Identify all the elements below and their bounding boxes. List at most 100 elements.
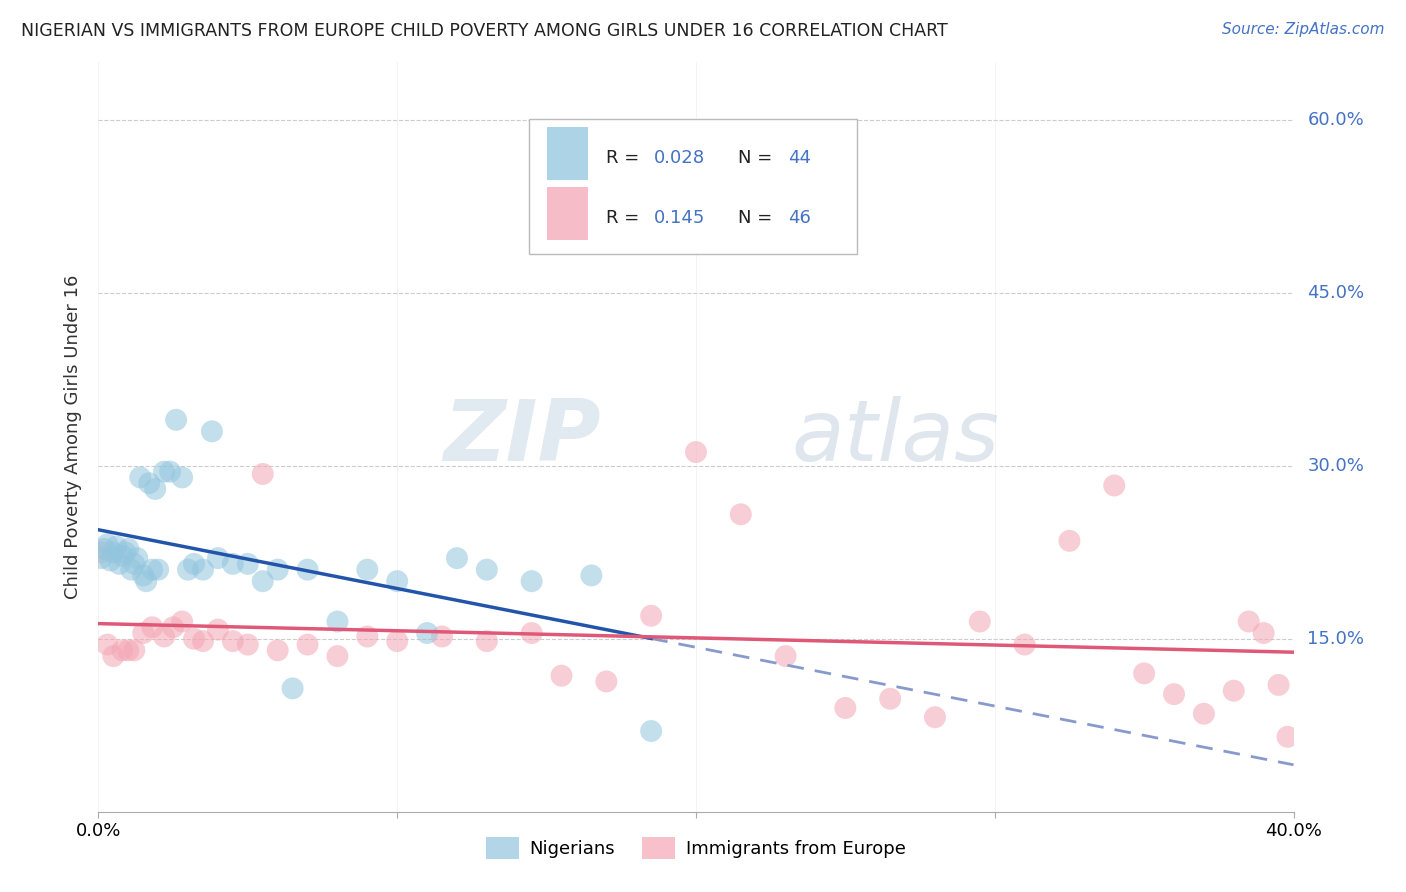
Bar	[547, 187, 589, 240]
Point	[141, 563, 163, 577]
Point	[385, 574, 409, 589]
Y-axis label: Child Poverty Among Girls Under 16: Child Poverty Among Girls Under 16	[65, 275, 83, 599]
Point	[153, 465, 176, 479]
Point	[141, 620, 163, 634]
Point	[475, 563, 498, 577]
Point	[640, 724, 662, 739]
Text: Source: ZipAtlas.com: Source: ZipAtlas.com	[1222, 22, 1385, 37]
Point	[120, 563, 142, 577]
Text: N =: N =	[738, 149, 778, 167]
Point	[1267, 678, 1289, 692]
Point	[520, 574, 543, 589]
Point	[775, 649, 797, 664]
Point	[326, 615, 349, 629]
Point	[550, 669, 572, 683]
Point	[879, 691, 901, 706]
Point	[191, 563, 214, 577]
Text: atlas: atlas	[792, 395, 1000, 479]
FancyBboxPatch shape	[529, 119, 858, 253]
Point	[1133, 666, 1156, 681]
Text: 44: 44	[787, 149, 811, 167]
Point	[159, 465, 181, 479]
Point	[236, 557, 259, 571]
Point	[117, 643, 139, 657]
Point	[111, 643, 134, 657]
Point	[475, 634, 498, 648]
Text: NIGERIAN VS IMMIGRANTS FROM EUROPE CHILD POVERTY AMONG GIRLS UNDER 16 CORRELATIO: NIGERIAN VS IMMIGRANTS FROM EUROPE CHILD…	[21, 22, 948, 40]
Text: 0.028: 0.028	[654, 149, 706, 167]
Point	[252, 574, 274, 589]
Point	[143, 482, 166, 496]
Text: N =: N =	[738, 209, 778, 227]
Point	[356, 630, 378, 644]
Point	[595, 674, 617, 689]
Point	[172, 615, 194, 629]
Point	[138, 476, 160, 491]
Point	[124, 557, 146, 571]
Point	[129, 470, 152, 484]
Point	[222, 634, 245, 648]
Point	[96, 537, 118, 551]
Point	[207, 623, 229, 637]
Point	[1014, 638, 1036, 652]
Point	[177, 563, 200, 577]
Text: 15.0%: 15.0%	[1308, 630, 1364, 648]
Point	[201, 425, 224, 439]
Point	[90, 551, 112, 566]
Point	[207, 551, 229, 566]
Point	[1277, 730, 1299, 744]
Point	[117, 541, 139, 556]
Point	[191, 634, 214, 648]
Point	[103, 545, 125, 559]
Point	[114, 545, 136, 559]
Point	[1104, 478, 1126, 492]
Point	[127, 551, 149, 566]
Text: ZIP: ZIP	[443, 395, 600, 479]
Text: 30.0%: 30.0%	[1308, 457, 1364, 475]
Point	[172, 470, 194, 484]
Text: 45.0%: 45.0%	[1308, 284, 1365, 302]
Point	[124, 643, 146, 657]
Text: 46: 46	[787, 209, 811, 227]
Point	[685, 445, 707, 459]
Point	[446, 551, 468, 566]
Point	[385, 634, 409, 648]
Point	[252, 467, 274, 481]
Point	[1253, 626, 1275, 640]
Point	[326, 649, 349, 664]
Point	[96, 638, 118, 652]
Point	[640, 608, 662, 623]
Point	[93, 541, 115, 556]
Point	[924, 710, 946, 724]
Legend: Nigerians, Immigrants from Europe: Nigerians, Immigrants from Europe	[486, 837, 905, 859]
Point	[98, 553, 122, 567]
Point	[132, 568, 155, 582]
Point	[416, 626, 439, 640]
Point	[153, 630, 176, 644]
Point	[520, 626, 543, 640]
Point	[1059, 533, 1081, 548]
Text: R =: R =	[606, 209, 645, 227]
Text: 0.145: 0.145	[654, 209, 706, 227]
Point	[969, 615, 991, 629]
Point	[111, 549, 134, 563]
Point	[165, 413, 187, 427]
Point	[1192, 706, 1215, 721]
Point	[834, 701, 856, 715]
Point	[103, 649, 125, 664]
Point	[135, 574, 157, 589]
Point	[281, 681, 304, 696]
Bar	[547, 128, 589, 179]
Point	[581, 568, 603, 582]
Point	[183, 632, 205, 646]
Point	[222, 557, 245, 571]
Point	[267, 643, 290, 657]
Point	[297, 638, 319, 652]
Point	[730, 508, 752, 522]
Point	[132, 626, 155, 640]
Point	[183, 557, 205, 571]
Point	[236, 638, 259, 652]
Point	[162, 620, 184, 634]
Point	[148, 563, 170, 577]
Point	[430, 630, 453, 644]
